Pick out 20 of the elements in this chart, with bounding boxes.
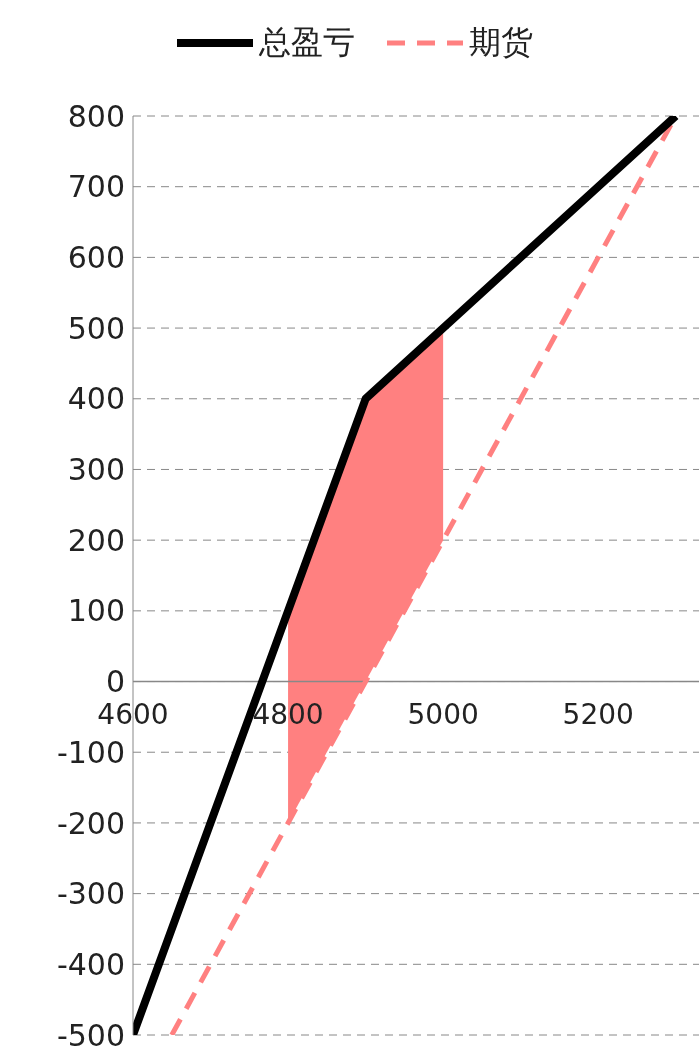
- legend-label: 总盈亏: [258, 22, 355, 63]
- x-tick-label: 5000: [407, 697, 479, 731]
- y-tick-label: 200: [67, 522, 125, 558]
- y-tick-label: 300: [67, 452, 125, 488]
- y-tick-label: 800: [67, 98, 125, 134]
- y-tick-label: 600: [67, 240, 125, 276]
- x-tick-label: 4600: [97, 697, 169, 731]
- y-tick-label: -100: [56, 734, 125, 770]
- x-tick-label: 4800: [252, 697, 324, 731]
- legend-label: 期货: [468, 22, 533, 63]
- y-tick-label: 0: [105, 664, 125, 700]
- y-tick-label: -200: [56, 805, 125, 841]
- y-tick-label: 100: [67, 593, 125, 629]
- y-tick-label: 500: [67, 310, 125, 346]
- x-tick-label: 5200: [562, 697, 634, 731]
- y-tick-label: -400: [56, 946, 125, 982]
- y-tick-label: -300: [56, 876, 125, 912]
- y-tick-label: -500: [56, 1017, 125, 1052]
- y-tick-label: 400: [67, 381, 125, 417]
- y-tick-label: 700: [67, 169, 125, 205]
